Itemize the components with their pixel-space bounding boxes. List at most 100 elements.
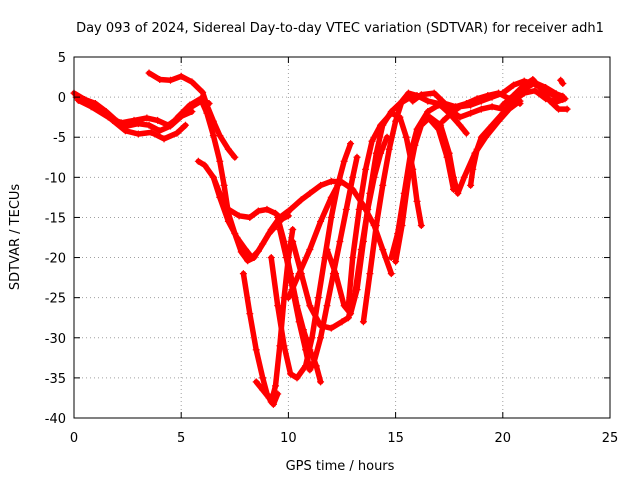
- data-point-plus: [477, 133, 485, 141]
- data-point-plus: [385, 145, 393, 153]
- data-point-plus: [216, 157, 224, 165]
- data-point-plus: [467, 181, 475, 189]
- data-point-plus: [130, 116, 138, 124]
- data-point-plus: [220, 181, 228, 189]
- data-point-plus: [413, 197, 421, 205]
- data-point-plus: [254, 207, 262, 215]
- series-trace: [557, 76, 567, 87]
- data-point-plus: [347, 140, 355, 148]
- data-point-plus: [272, 382, 280, 390]
- data-point-plus: [563, 105, 571, 113]
- data-point-plus: [293, 374, 301, 382]
- data-point-plus: [166, 76, 174, 84]
- data-point-plus: [434, 125, 442, 133]
- data-point-plus: [323, 302, 331, 310]
- data-point-plus: [254, 247, 262, 255]
- data-point-plus: [344, 302, 352, 310]
- data-point-plus: [156, 75, 164, 83]
- axis-ticks: [73, 56, 611, 419]
- y-tick-label: -20: [45, 252, 66, 267]
- x-tick-label: 5: [177, 431, 185, 446]
- y-tick-label: -25: [45, 292, 66, 307]
- data-point-plus: [377, 121, 385, 129]
- data-point-plus: [368, 137, 376, 145]
- data-point-plus: [121, 127, 129, 135]
- data-point-plus: [327, 324, 335, 332]
- data-point-plus: [387, 270, 395, 278]
- data-point-plus: [186, 101, 194, 109]
- x-tick-label: 25: [602, 431, 619, 446]
- data-point-plus: [188, 78, 196, 86]
- data-point-plus: [248, 254, 256, 262]
- data-point-plus: [338, 318, 346, 326]
- data-point-plus: [154, 116, 162, 124]
- y-tick-labels: 5 0 -5 -10 -15 -20 -25 -30 -35 -40: [45, 51, 66, 427]
- data-point-plus: [317, 181, 325, 189]
- data-point-plus: [411, 141, 419, 149]
- series-line: [146, 70, 238, 161]
- x-tick-label: 20: [495, 431, 512, 446]
- data-point-plus: [177, 72, 185, 80]
- data-point-plus: [516, 100, 524, 108]
- data-point-plus: [542, 95, 550, 103]
- series-trace: [359, 89, 470, 326]
- data-point-plus: [188, 108, 196, 116]
- data-point-plus: [259, 386, 267, 394]
- data-point-plus: [173, 129, 181, 137]
- data-point-plus: [398, 97, 406, 105]
- data-point-plus: [267, 254, 275, 262]
- data-point-plus: [242, 246, 250, 254]
- data-point-plus: [160, 135, 168, 143]
- data-point-plus: [520, 81, 528, 89]
- data-point-plus: [239, 270, 247, 278]
- data-point-plus: [336, 177, 344, 185]
- data-point-plus: [246, 310, 254, 318]
- y-tick-label: -35: [45, 372, 66, 387]
- data-point-plus: [462, 129, 470, 137]
- data-point-plus: [488, 93, 496, 101]
- data-point-plus: [194, 157, 202, 165]
- data-point-plus: [280, 342, 288, 350]
- data-point-plus: [347, 310, 355, 318]
- data-point-plus: [265, 229, 273, 237]
- data-point-plus: [372, 221, 380, 229]
- data-point-plus: [265, 394, 273, 402]
- data-point-plus: [308, 334, 316, 342]
- data-point-plus: [379, 246, 387, 254]
- data-point-plus: [317, 217, 325, 225]
- data-point-plus: [456, 121, 464, 129]
- data-point-plus: [196, 95, 204, 103]
- data-point-plus: [398, 221, 406, 229]
- series-line: [425, 114, 457, 193]
- data-point-plus: [392, 258, 400, 266]
- data-point-plus: [430, 89, 438, 97]
- data-point-plus: [269, 400, 277, 408]
- data-point-plus: [235, 212, 243, 220]
- data-point-plus: [434, 101, 442, 109]
- data-point-plus: [332, 270, 340, 278]
- data-point-plus: [499, 109, 507, 117]
- data-point-plus: [259, 374, 267, 382]
- data-point-plus: [216, 189, 224, 197]
- data-traces: [70, 69, 571, 408]
- data-point-plus: [145, 69, 153, 77]
- data-point-plus: [537, 85, 545, 93]
- data-point-plus: [181, 121, 189, 129]
- data-point-plus: [469, 165, 477, 173]
- y-tick-label: 0: [58, 91, 66, 106]
- data-point-plus: [488, 103, 496, 111]
- series-line: [277, 154, 360, 373]
- data-point-plus: [424, 97, 432, 105]
- series-trace: [145, 69, 239, 161]
- data-point-plus: [510, 81, 518, 89]
- data-point-plus: [104, 113, 112, 121]
- data-point-plus: [327, 213, 335, 221]
- plot-frame: [73, 56, 611, 419]
- data-point-plus: [520, 89, 528, 97]
- data-point-plus: [310, 358, 318, 366]
- data-point-plus: [274, 213, 282, 221]
- data-point-plus: [327, 177, 335, 185]
- data-point-plus: [224, 205, 232, 213]
- series-trace: [173, 95, 292, 265]
